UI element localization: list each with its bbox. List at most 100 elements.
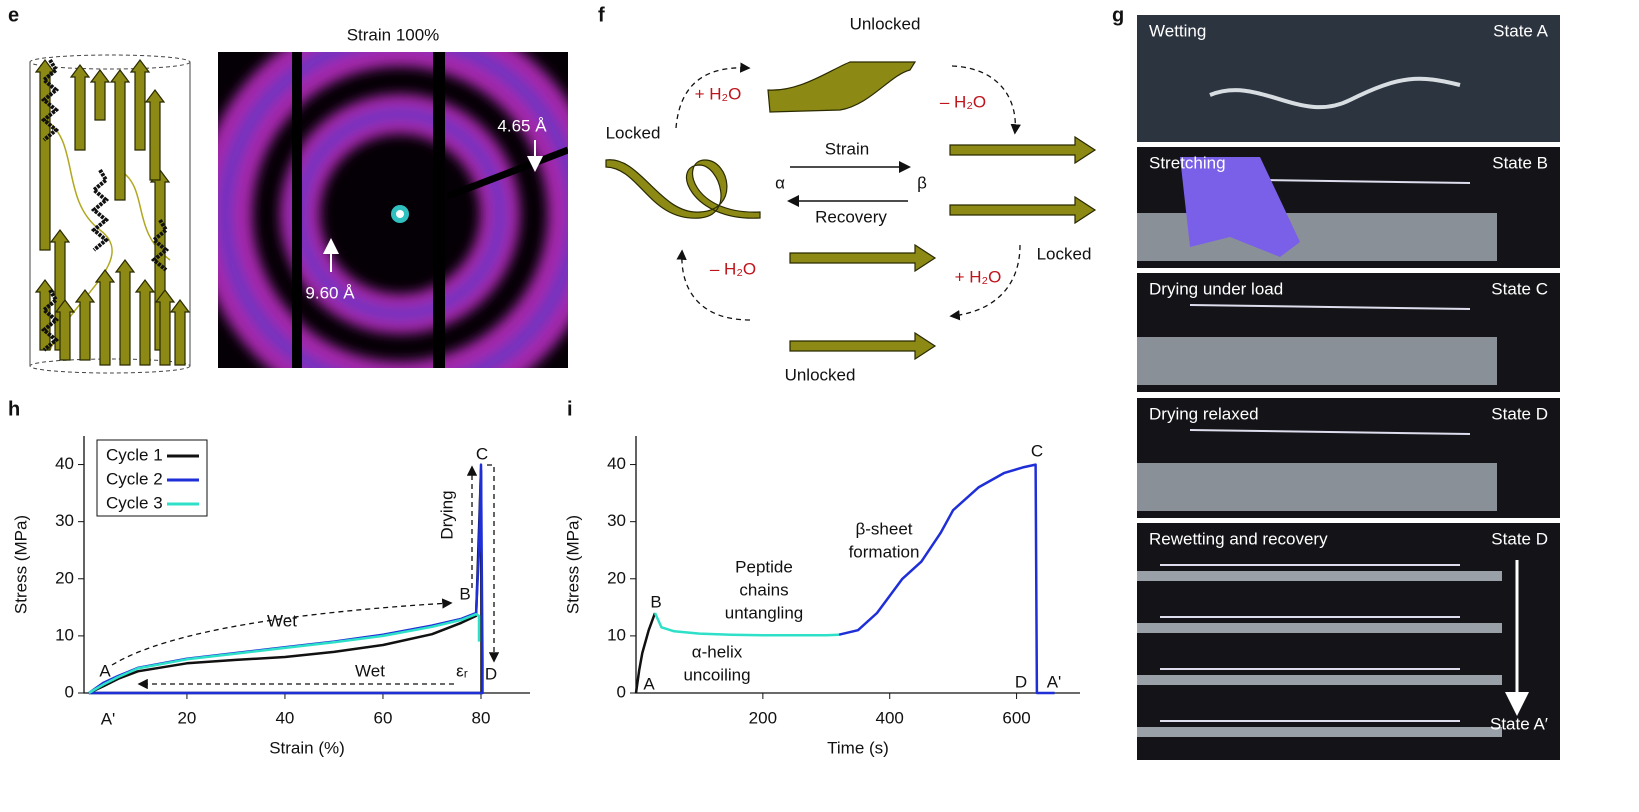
strand-arrow (154, 289, 176, 366)
annotation: Wet (355, 661, 385, 680)
data-line (653, 612, 840, 637)
state-label: State D (1491, 529, 1548, 548)
panel-label: f (598, 4, 605, 26)
x-tick-label: 600 (1002, 708, 1030, 727)
photo-caption: Drying relaxed (1149, 404, 1259, 423)
structure-label: α (775, 173, 785, 192)
panel-label: g (1112, 4, 1124, 26)
x-axis-label: Strain (%) (269, 738, 345, 757)
photo-caption: Wetting (1149, 21, 1206, 40)
data-line (634, 612, 657, 694)
state-label: State A′ (1490, 714, 1548, 733)
photo-caption: Rewetting and recovery (1149, 529, 1328, 548)
y-tick-label: 20 (55, 568, 74, 587)
x-tick-label: 60 (374, 708, 393, 727)
ruler (1137, 571, 1502, 581)
water-label: – H₂O (710, 259, 756, 278)
glove (1180, 157, 1300, 257)
helix (150, 218, 170, 272)
water-label: + H₂O (955, 267, 1002, 286)
annotation: B (650, 592, 661, 611)
water-label: – H₂O (940, 92, 986, 111)
annotation: D (485, 664, 497, 683)
annotation: α-helix (692, 642, 743, 661)
fiber (1189, 304, 1471, 310)
annotation: chains (739, 580, 788, 599)
ruler (1137, 463, 1497, 511)
fiber (1189, 429, 1471, 435)
strand-arrow (74, 289, 96, 361)
charts: h 0 10 20 30 40 20 40 60 80 Strain (%) Stress (MPa)… (8, 398, 1080, 757)
annotation: untangling (725, 603, 803, 622)
state-label: Unlocked (850, 14, 921, 33)
process-label: Strain (825, 139, 869, 158)
state-label: State B (1492, 153, 1548, 172)
panel-label: i (567, 398, 573, 420)
photo-caption: Drying under load (1149, 279, 1283, 298)
strand-arrow (109, 69, 131, 201)
x-axis-label: Time (s) (827, 738, 889, 757)
strand-arrow (89, 69, 111, 121)
xrd-pattern (218, 52, 568, 368)
y-tick-label: 40 (607, 454, 626, 473)
state-label: State C (1491, 279, 1548, 298)
state-label: State A (1493, 21, 1548, 40)
panel-label: e (8, 4, 19, 26)
x-tick-label: 200 (749, 708, 777, 727)
photo (1137, 15, 1560, 142)
annotation: formation (849, 542, 920, 561)
annotation: C (1031, 441, 1043, 460)
fiber-schematic (29, 54, 191, 374)
annotation: A' (1047, 672, 1062, 691)
y-tick-label: 0 (65, 682, 74, 701)
legend-label: Cycle 2 (106, 469, 163, 488)
data-line (838, 463, 1055, 695)
photo-caption: Stretching (1149, 153, 1226, 172)
d-spacing: 4.65 Å (497, 116, 547, 135)
strand-arrow (169, 299, 191, 366)
fiber (1209, 76, 1461, 110)
state-label: Locked (1037, 244, 1092, 263)
annotation: εᵣ (456, 661, 468, 680)
helix (40, 288, 60, 352)
state-label: Unlocked (785, 365, 856, 384)
annotation: β-sheet (855, 519, 912, 538)
process-label: Recovery (815, 207, 887, 226)
mechanism-diagram (605, 61, 1097, 361)
y-axis-label: Stress (MPa) (11, 515, 30, 614)
y-tick-label: 40 (55, 454, 74, 473)
annotation: D (1015, 672, 1027, 691)
strand-arrow (114, 259, 136, 366)
helix (90, 168, 110, 252)
y-tick-label: 20 (607, 568, 626, 587)
annotation: A' (101, 709, 116, 728)
y-tick-label: 30 (607, 511, 626, 530)
water-label: + H₂O (695, 84, 742, 103)
x-tick-label: 400 (876, 708, 904, 727)
d-spacing: 9.60 Å (305, 283, 355, 302)
y-tick-label: 0 (617, 682, 626, 701)
panel-label: h (8, 398, 20, 420)
x-tick-label: 40 (275, 708, 294, 727)
annotation: uncoiling (683, 665, 750, 684)
annotation: A (643, 674, 655, 693)
legend-label: Cycle 3 (106, 493, 163, 512)
x-tick-label: 20 (177, 708, 196, 727)
y-axis-label: Stress (MPa) (563, 515, 582, 614)
annotation: A (99, 661, 111, 680)
x-tick-label: 80 (472, 708, 491, 727)
ruler (1137, 623, 1502, 633)
state-label: State D (1491, 404, 1548, 423)
strand-arrow (144, 89, 166, 181)
strand-arrow (54, 299, 76, 361)
annotation: Peptide (735, 557, 793, 576)
annotation: Drying (437, 490, 456, 539)
strand-arrow (129, 59, 151, 151)
annotation: B (459, 584, 470, 603)
state-label: Locked (606, 123, 661, 142)
strand-arrow (94, 269, 116, 366)
strand-arrow (134, 279, 156, 366)
helix (40, 58, 60, 142)
structure-label: β (917, 173, 927, 192)
